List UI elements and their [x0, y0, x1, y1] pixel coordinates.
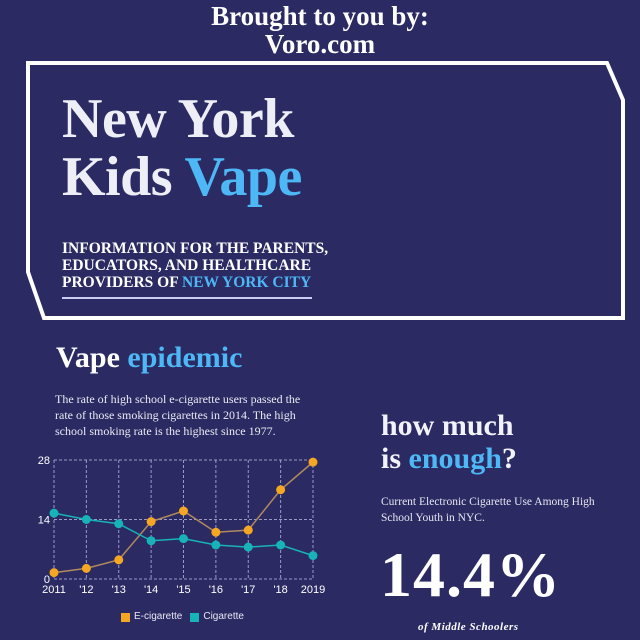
ecigarette-swatch-icon: [121, 612, 130, 622]
enough-heading-is: is: [381, 442, 409, 475]
data-point: [243, 525, 253, 535]
data-point: [308, 457, 318, 467]
page-title: New York Kids Vape: [62, 90, 302, 206]
chart-legend: E-cigarette Cigarette: [121, 611, 244, 623]
title-vape-accent: Vape: [184, 146, 303, 208]
data-point: [308, 551, 318, 561]
enough-heading-line-2: is enough?: [381, 442, 517, 475]
title-kids: Kids: [62, 146, 185, 208]
x-tick-label: '14: [144, 584, 158, 596]
data-point: [49, 568, 59, 578]
data-point: [179, 506, 188, 516]
x-tick-label: 2011: [42, 584, 66, 596]
x-tick-label: 2019: [301, 584, 325, 596]
data-point: [211, 527, 221, 537]
data-point: [49, 508, 59, 518]
title-line-1: New York: [62, 88, 294, 150]
x-tick-label: '17: [241, 584, 255, 596]
x-tick-label: '12: [79, 584, 93, 596]
legend-item-ecigarette: E-cigarette: [121, 611, 182, 623]
legend-label-cigarette: Cigarette: [203, 611, 244, 622]
cigarette-swatch-icon: [190, 612, 200, 622]
epidemic-description: The rate of high school e-cigarette user…: [55, 392, 301, 438]
data-point: [146, 517, 156, 527]
enough-heading: how much is enough?: [381, 409, 517, 475]
subtitle-line-3: PROVIDERS OF NEW YORK CITY: [62, 274, 328, 291]
subtitle-providers: PROVIDERS OF: [62, 274, 182, 291]
sponsor-line-2: Voro.com: [264, 29, 376, 59]
epidemic-heading-accent: epidemic: [127, 341, 243, 374]
hero-subtitle: INFORMATION FOR THE PARENTS, EDUCATORS, …: [62, 240, 328, 291]
data-point: [179, 534, 188, 544]
x-tick-label: '18: [273, 584, 287, 596]
enough-description: Current Electronic Cigarette Use Among H…: [381, 496, 595, 524]
enough-heading-question: ?: [501, 442, 517, 475]
title-line-2: Kids Vape: [62, 148, 302, 206]
legend-label-ecigarette: E-cigarette: [134, 611, 183, 622]
subtitle-nyc-accent: NEW YORK CITY: [182, 274, 312, 291]
data-point: [211, 540, 221, 550]
subtitle-line-1: INFORMATION FOR THE PARENTS,: [62, 240, 329, 257]
data-point: [114, 555, 124, 565]
data-point: [276, 485, 286, 495]
subtitle-line-2: EDUCATORS, AND HEALTHCARE: [62, 257, 312, 274]
data-point: [276, 540, 286, 550]
x-tick-label: '16: [209, 584, 223, 596]
epidemic-heading: Vape epidemic: [56, 341, 242, 375]
data-point: [81, 515, 91, 524]
data-point: [243, 542, 253, 552]
stat-caption: of Middle Schoolers: [418, 621, 519, 633]
stat-value: 14.4%: [380, 539, 561, 610]
x-tick-label: '15: [176, 584, 190, 596]
enough-heading-accent: enough: [408, 442, 502, 475]
data-point: [81, 563, 91, 573]
epidemic-heading-vape: Vape: [56, 341, 128, 374]
subtitle-underline: [62, 297, 312, 299]
x-tick-label: '13: [112, 584, 126, 596]
y-tick-label: 28: [38, 455, 50, 467]
enough-heading-line-1: how much: [381, 409, 514, 442]
data-point: [114, 519, 124, 529]
legend-item-cigarette: Cigarette: [190, 611, 244, 623]
sponsor-banner: Brought to you by: Voro.com: [0, 2, 640, 58]
sponsor-line-1: Brought to you by:: [211, 1, 429, 31]
y-tick-label: 0: [44, 574, 50, 586]
y-tick-label: 14: [38, 515, 50, 527]
data-point: [146, 536, 156, 546]
